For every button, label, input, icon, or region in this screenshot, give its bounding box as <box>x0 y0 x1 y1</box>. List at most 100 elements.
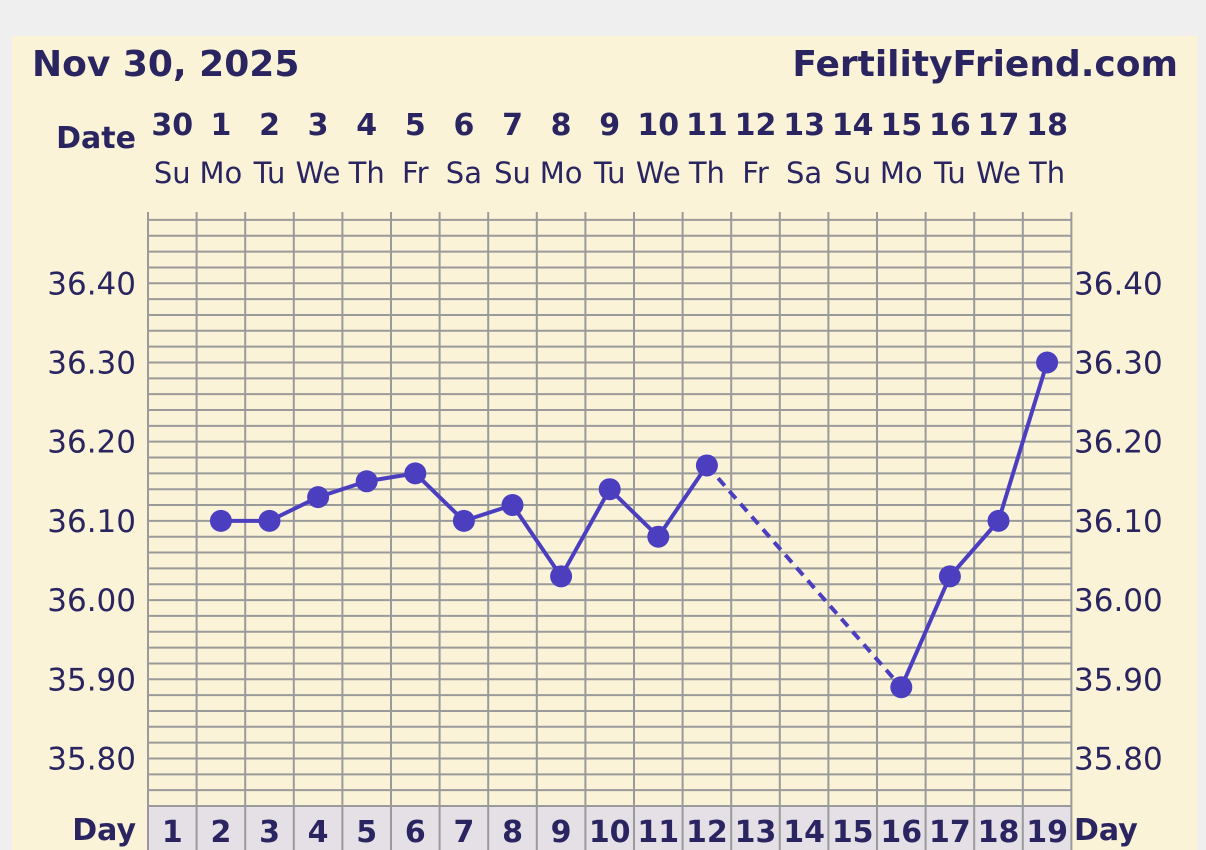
day-cell <box>391 806 440 850</box>
date-label: 2 <box>259 108 280 143</box>
date-row-label: Date <box>56 121 136 156</box>
temperature-line <box>607 487 661 539</box>
day-cell <box>1022 806 1072 850</box>
weekday-label: Su <box>154 156 191 190</box>
temperature-point <box>695 454 718 477</box>
day-cell <box>828 806 877 850</box>
temperature-point <box>355 470 378 493</box>
day-cell <box>245 806 294 850</box>
day-number-label: 4 <box>308 815 329 850</box>
date-label: 11 <box>686 108 728 143</box>
y-tick-label-left: 36.10 <box>47 504 136 540</box>
y-tick-label-right: 36.30 <box>1074 345 1163 381</box>
date-label: 8 <box>551 108 572 143</box>
date-label: 3 <box>308 108 329 143</box>
day-number-label: 11 <box>637 815 679 850</box>
day-cell <box>488 806 537 850</box>
y-tick-label-left: 36.00 <box>47 583 136 619</box>
temperature-point <box>987 509 1010 532</box>
day-number-label: 6 <box>405 815 426 850</box>
date-label: 1 <box>210 108 231 143</box>
day-cell <box>731 806 780 850</box>
weekday-label: We <box>296 156 341 190</box>
date-label: 9 <box>599 108 620 143</box>
temperature-point <box>647 525 670 548</box>
temperature-line <box>510 503 564 579</box>
weekday-label: Mo <box>540 156 583 190</box>
day-cell <box>682 806 732 850</box>
date-label: 6 <box>453 108 474 143</box>
weekday-label: We <box>636 156 681 190</box>
y-tick-label-left: 36.20 <box>47 425 136 461</box>
temperature-line <box>559 487 612 579</box>
temperature-point <box>258 509 281 532</box>
y-tick-label-right: 35.80 <box>1074 741 1163 777</box>
day-number-label: 13 <box>735 815 777 850</box>
day-number-label: 2 <box>210 815 231 850</box>
day-number-label: 7 <box>453 815 474 850</box>
temperature-point <box>598 478 621 501</box>
day-cell <box>585 806 634 850</box>
weekday-label: Mo <box>200 156 243 190</box>
weekday-label: Fr <box>402 156 429 190</box>
day-row-label-left: Day <box>72 813 136 848</box>
weekday-label: Th <box>1028 156 1065 190</box>
day-cell <box>634 806 683 850</box>
weekday-label: Tu <box>593 156 626 190</box>
date-label: 17 <box>978 108 1020 143</box>
y-tick-label-right: 36.40 <box>1074 266 1163 302</box>
weekday-label: Tu <box>253 156 286 190</box>
date-label: 14 <box>832 108 874 143</box>
day-number-label: 19 <box>1026 815 1068 850</box>
day-number-label: 18 <box>978 815 1020 850</box>
day-cell <box>439 806 489 850</box>
date-label: 10 <box>637 108 679 143</box>
day-cell <box>196 806 246 850</box>
y-tick-label-left: 36.40 <box>47 266 136 302</box>
y-tick-label-right: 36.00 <box>1074 583 1163 619</box>
temperature-line <box>947 518 1001 579</box>
day-row-label-right: Day <box>1074 813 1138 848</box>
temperature-point <box>209 509 232 532</box>
temperature-point <box>938 565 961 588</box>
date-label: 4 <box>356 108 377 143</box>
day-number-label: 3 <box>259 815 280 850</box>
y-tick-label-left: 35.90 <box>47 662 136 698</box>
weekday-label: Th <box>348 156 385 190</box>
temperature-point <box>890 676 913 699</box>
temperature-line <box>996 360 1050 523</box>
temperature-point <box>307 486 330 509</box>
chart-panel: Nov 30, 2025 FertilityFriend.com Date 30… <box>12 36 1198 850</box>
y-tick-label-right: 36.20 <box>1074 425 1163 461</box>
temperature-point <box>550 565 573 588</box>
day-number-label: 14 <box>783 815 825 850</box>
date-label: 7 <box>502 108 523 143</box>
weekday-label: Fr <box>742 156 769 190</box>
day-number-label: 16 <box>880 815 922 850</box>
temperature-line-dashed <box>705 464 903 689</box>
date-label: 13 <box>783 108 825 143</box>
date-label: 30 <box>151 108 193 143</box>
day-number-label: 5 <box>356 815 377 850</box>
day-cell <box>148 806 197 850</box>
date-label: 12 <box>735 108 777 143</box>
day-cell <box>925 806 975 850</box>
temperature-point <box>501 494 524 517</box>
day-number-label: 10 <box>589 815 631 850</box>
day-number-label: 12 <box>686 815 728 850</box>
weekday-label: We <box>976 156 1021 190</box>
day-number-label: 17 <box>929 815 971 850</box>
day-cell <box>536 806 586 850</box>
date-label: 18 <box>1026 108 1068 143</box>
weekday-label: Th <box>688 156 725 190</box>
day-cell <box>293 806 343 850</box>
weekday-label: Su <box>494 156 531 190</box>
chart-date-title: Nov 30, 2025 <box>32 44 299 85</box>
day-cell <box>779 806 829 850</box>
weekday-label: Su <box>834 156 871 190</box>
date-label: 5 <box>405 108 426 143</box>
temperature-point <box>452 509 475 532</box>
day-number-label: 15 <box>832 815 874 850</box>
day-cell <box>974 806 1023 850</box>
day-cell <box>877 806 926 850</box>
